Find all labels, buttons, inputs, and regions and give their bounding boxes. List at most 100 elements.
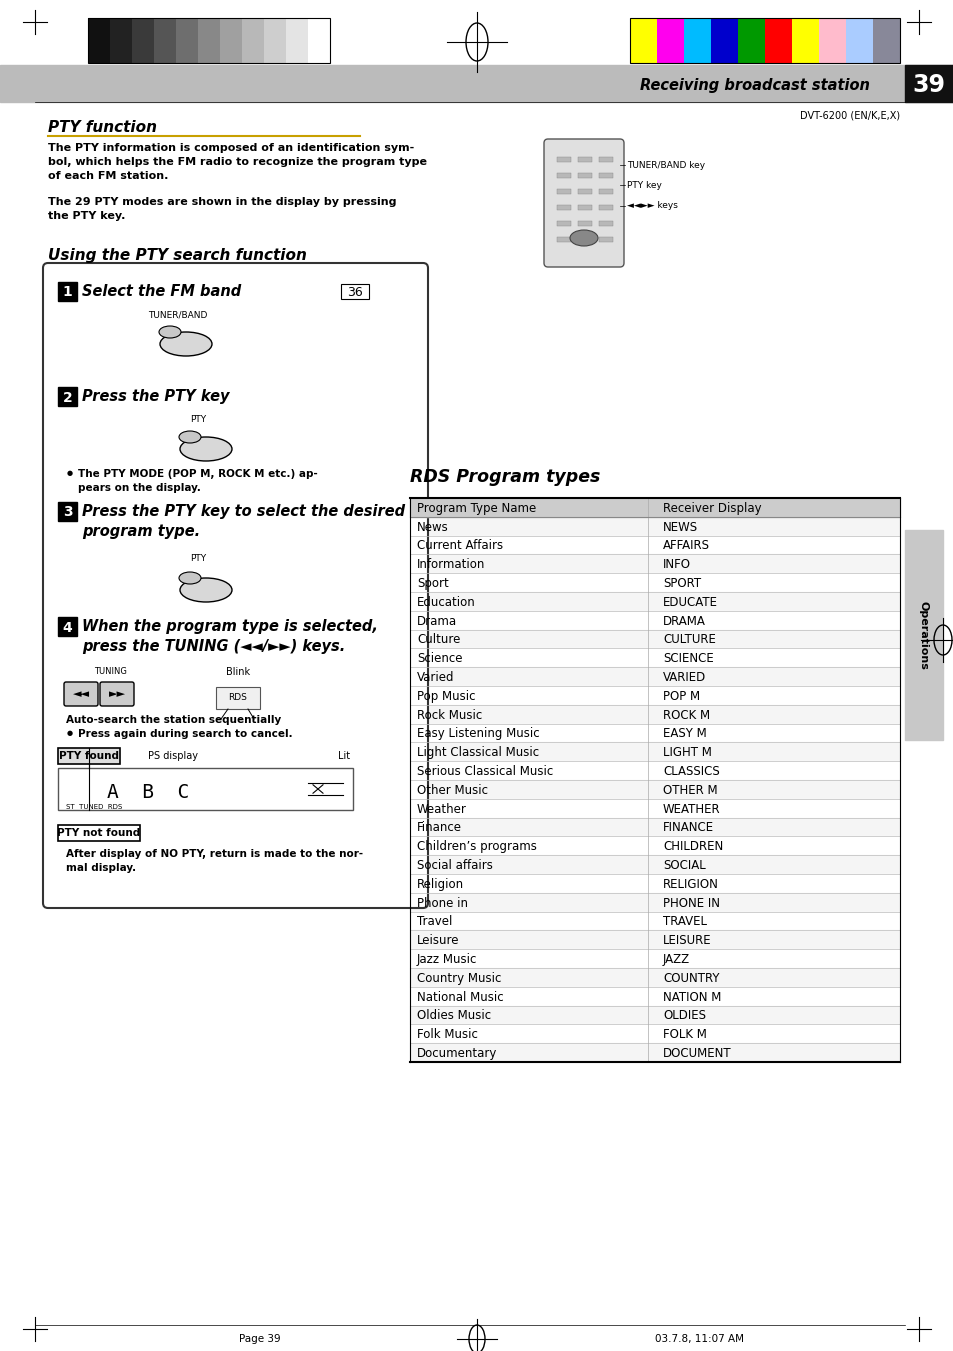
Bar bbox=[578, 173, 592, 178]
Bar bbox=[308, 18, 330, 63]
Text: TRAVEL: TRAVEL bbox=[662, 916, 706, 928]
Text: SOCIAL: SOCIAL bbox=[662, 859, 705, 873]
Bar bbox=[845, 18, 872, 63]
Bar bbox=[410, 499, 899, 517]
Bar bbox=[629, 18, 899, 63]
Ellipse shape bbox=[180, 436, 232, 461]
Bar bbox=[557, 157, 571, 162]
Text: RDS: RDS bbox=[229, 693, 247, 703]
Bar bbox=[598, 222, 613, 226]
Text: WEATHER: WEATHER bbox=[662, 802, 720, 816]
Text: Folk Music: Folk Music bbox=[416, 1028, 477, 1042]
Text: ●: ● bbox=[67, 470, 73, 476]
Bar bbox=[58, 617, 77, 636]
Ellipse shape bbox=[159, 326, 181, 338]
Bar bbox=[340, 284, 369, 299]
Text: PTY: PTY bbox=[190, 415, 206, 424]
Ellipse shape bbox=[180, 578, 232, 603]
Bar bbox=[557, 205, 571, 209]
FancyBboxPatch shape bbox=[43, 263, 428, 908]
Bar bbox=[598, 173, 613, 178]
Bar bbox=[410, 931, 899, 950]
Text: Jazz Music: Jazz Music bbox=[416, 952, 476, 966]
Bar bbox=[598, 157, 613, 162]
Ellipse shape bbox=[179, 431, 201, 443]
Text: Other Music: Other Music bbox=[416, 784, 488, 797]
Text: ►►: ►► bbox=[109, 689, 126, 698]
Bar bbox=[764, 18, 791, 63]
Text: Sport: Sport bbox=[416, 577, 448, 590]
Text: RELIGION: RELIGION bbox=[662, 878, 719, 890]
Text: Education: Education bbox=[416, 596, 476, 609]
Text: News: News bbox=[416, 520, 448, 534]
Bar bbox=[410, 950, 899, 969]
Text: Auto-search the station sequentially: Auto-search the station sequentially bbox=[66, 715, 281, 725]
Text: PTY key: PTY key bbox=[626, 181, 661, 189]
Bar bbox=[410, 969, 899, 986]
Bar bbox=[578, 222, 592, 226]
Text: ◄◄►► keys: ◄◄►► keys bbox=[626, 201, 678, 211]
FancyBboxPatch shape bbox=[100, 682, 133, 707]
Text: PTY not found: PTY not found bbox=[57, 828, 140, 838]
Text: TUNER/BAND: TUNER/BAND bbox=[148, 309, 208, 319]
Text: Social affairs: Social affairs bbox=[416, 859, 493, 873]
Bar bbox=[872, 18, 899, 63]
Text: Country Music: Country Music bbox=[416, 971, 501, 985]
Text: After display of NO PTY, return is made to the nor-
mal display.: After display of NO PTY, return is made … bbox=[66, 848, 363, 873]
Ellipse shape bbox=[160, 332, 212, 357]
Bar bbox=[132, 18, 153, 63]
Text: TUNING: TUNING bbox=[93, 667, 127, 676]
Bar bbox=[410, 798, 899, 817]
Bar bbox=[557, 173, 571, 178]
Text: EASY M: EASY M bbox=[662, 727, 706, 740]
Bar bbox=[410, 986, 899, 1005]
Bar bbox=[557, 222, 571, 226]
Text: PHONE IN: PHONE IN bbox=[662, 897, 720, 909]
Text: LEISURE: LEISURE bbox=[662, 935, 711, 947]
Text: Documentary: Documentary bbox=[416, 1047, 497, 1061]
Text: LIGHT M: LIGHT M bbox=[662, 746, 711, 759]
Text: Oldies Music: Oldies Music bbox=[416, 1009, 491, 1023]
Text: Using the PTY search function: Using the PTY search function bbox=[48, 249, 307, 263]
Text: National Music: National Music bbox=[416, 990, 503, 1004]
Bar bbox=[410, 554, 899, 573]
Text: Varied: Varied bbox=[416, 671, 454, 684]
Text: 3: 3 bbox=[63, 505, 72, 520]
Text: Children’s programs: Children’s programs bbox=[416, 840, 537, 854]
Bar bbox=[215, 688, 260, 709]
Text: The PTY information is composed of an identification sym-
bol, which helps the F: The PTY information is composed of an id… bbox=[48, 143, 427, 181]
Bar bbox=[818, 18, 845, 63]
Text: Press the PTY key to select the desired
program type.: Press the PTY key to select the desired … bbox=[82, 504, 405, 539]
Text: Finance: Finance bbox=[416, 821, 461, 835]
Bar bbox=[410, 893, 899, 912]
Bar bbox=[410, 855, 899, 874]
Text: CLASSICS: CLASSICS bbox=[662, 765, 719, 778]
Text: SPORT: SPORT bbox=[662, 577, 700, 590]
Text: When the program type is selected,
press the TUNING (◄◄/►►) keys.: When the program type is selected, press… bbox=[82, 619, 377, 654]
Text: NEWS: NEWS bbox=[662, 520, 698, 534]
Bar bbox=[410, 780, 899, 798]
Bar bbox=[410, 686, 899, 705]
Bar bbox=[58, 503, 77, 521]
Bar bbox=[410, 648, 899, 667]
Text: Science: Science bbox=[416, 653, 462, 665]
Text: Select the FM band: Select the FM band bbox=[82, 284, 241, 299]
Text: Pop Music: Pop Music bbox=[416, 690, 475, 703]
Bar bbox=[410, 1005, 899, 1024]
Bar bbox=[710, 18, 738, 63]
Ellipse shape bbox=[569, 230, 598, 246]
Bar bbox=[410, 535, 899, 554]
Text: CHILDREN: CHILDREN bbox=[662, 840, 722, 854]
Text: Blink: Blink bbox=[226, 667, 250, 677]
Bar bbox=[410, 743, 899, 761]
Bar bbox=[175, 18, 198, 63]
Text: Operations: Operations bbox=[918, 601, 928, 670]
Text: 03.7.8, 11:07 AM: 03.7.8, 11:07 AM bbox=[655, 1333, 743, 1344]
Text: Receiving broadcast station: Receiving broadcast station bbox=[639, 78, 869, 93]
Text: 2: 2 bbox=[63, 390, 72, 404]
Bar bbox=[578, 189, 592, 195]
Text: ◄◄: ◄◄ bbox=[72, 689, 90, 698]
Text: ST  TUNED  RDS: ST TUNED RDS bbox=[66, 804, 122, 811]
Text: RDS Program types: RDS Program types bbox=[410, 467, 599, 486]
Bar bbox=[683, 18, 710, 63]
